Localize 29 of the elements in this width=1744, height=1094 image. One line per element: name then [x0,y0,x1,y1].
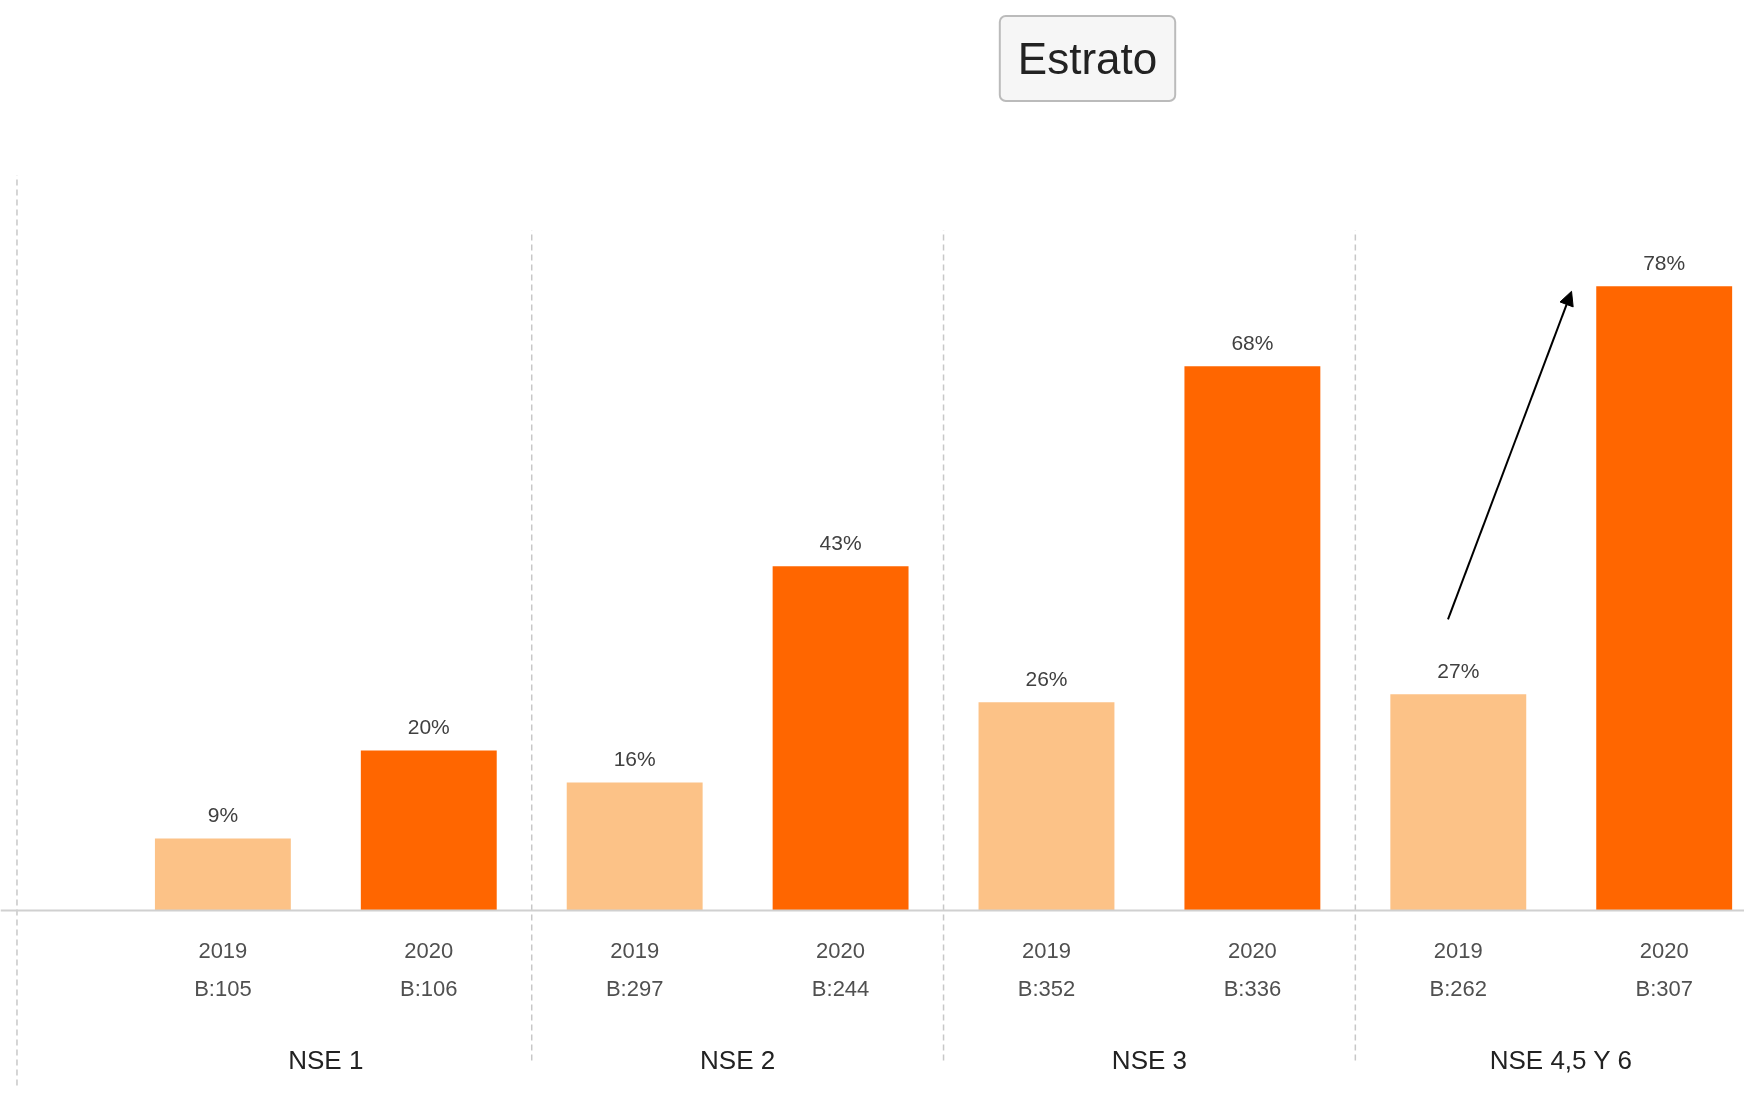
data-label: 20% [407,715,450,739]
text: NSE 1 [288,1045,364,1076]
x-tick-label: 2020 B:336 [1223,938,1282,1001]
x-tick-label: 2019 B:297 [605,938,664,1001]
x-tick-label: 2020 B:106 [400,938,458,1001]
chart-title: Estrato [1017,34,1158,83]
bar [1596,286,1733,911]
x-tick-label: 2019 B:352 [1017,938,1076,1001]
data-label: 27% [1437,659,1480,683]
bar [772,566,909,911]
bar [1390,694,1527,911]
data-label: 68% [1231,331,1274,355]
x-tick-label: 2019 B:105 [194,938,252,1001]
bar [1184,366,1321,911]
text: NSE 3 [1111,1045,1188,1076]
bar [154,838,291,911]
bar [566,782,703,911]
data-label: 26% [1025,667,1068,691]
text: NSE 2 [700,1045,776,1076]
data-label: 78% [1643,251,1686,275]
data-label: 16% [613,747,656,771]
x-tick-label: 2020 B:307 [1635,938,1693,1001]
bar [978,702,1115,911]
text: NSE 4,5 Y 6 [1489,1045,1632,1076]
x-tick-label: 2020 B:244 [811,938,870,1001]
data-label: 9% [207,803,239,827]
data-label: 43% [819,531,862,555]
bar [360,750,497,911]
x-tick-label: 2019 B:262 [1429,938,1488,1001]
